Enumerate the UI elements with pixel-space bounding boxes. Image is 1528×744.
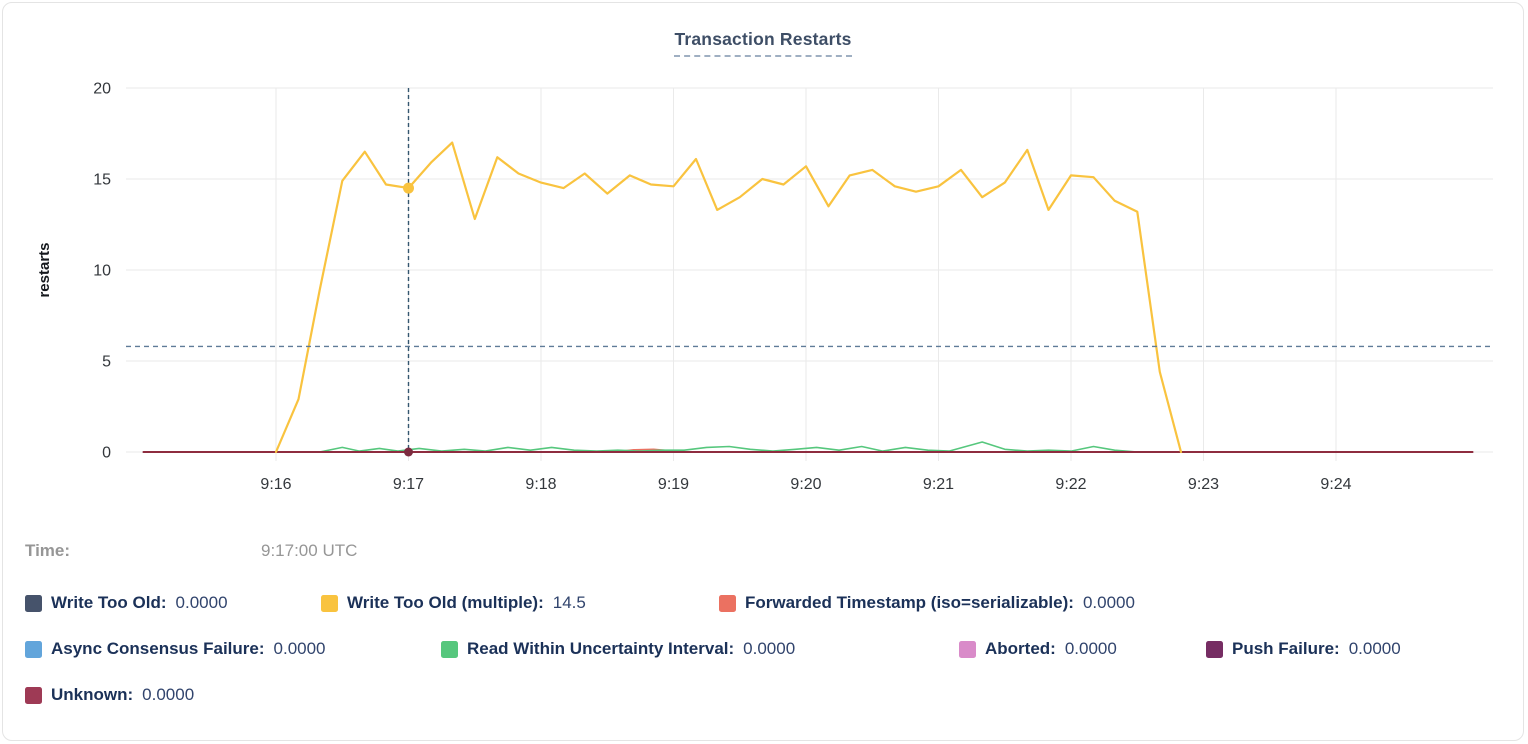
svg-text:0: 0: [102, 445, 111, 462]
transaction-restarts-chart[interactable]: 0 5 10 15 20 9:16 9:17 9:18 9:19 9:20 9:21 9:22 9:23…: [3, 51, 1528, 563]
legend-item-forwarded-timestamp[interactable]: Forwarded Timestamp (iso=serializable): …: [719, 593, 1135, 613]
legend-row-2: Async Consensus Failure: 0.0000 Read Wit…: [3, 633, 1523, 679]
svg-text:15: 15: [93, 172, 111, 189]
svg-text:9:24: 9:24: [1320, 476, 1351, 493]
legend-swatch: [25, 686, 42, 704]
legend-item-push-failure[interactable]: Push Failure: 0.0000: [1206, 639, 1401, 659]
legend-item-read-within-uncertainty[interactable]: Read Within Uncertainty Interval: 0.0000: [441, 639, 795, 659]
legend-value: 14.5: [552, 593, 586, 612]
legend-item-aborted[interactable]: Aborted: 0.0000: [959, 639, 1117, 659]
legend-swatch: [719, 594, 736, 612]
svg-text:restarts: restarts: [36, 242, 53, 297]
legend-swatch: [441, 640, 458, 658]
legend-value: 0.0000: [1348, 639, 1401, 658]
legend-value: 0.0000: [273, 639, 326, 658]
time-value: 9:17:00 UTC: [261, 541, 358, 560]
svg-text:10: 10: [93, 263, 111, 280]
legend-item-unknown[interactable]: Unknown: 0.0000: [25, 685, 194, 705]
chart-title[interactable]: Transaction Restarts: [674, 29, 852, 57]
legend-label: Write Too Old:: [51, 593, 167, 612]
legend-swatch: [959, 640, 976, 658]
legend-row-1: Write Too Old: 0.0000 Write Too Old (mul…: [3, 587, 1523, 633]
legend-value: 0.0000: [175, 593, 228, 612]
legend-label: Async Consensus Failure:: [51, 639, 265, 658]
svg-text:9:18: 9:18: [525, 476, 556, 493]
legend-item-write-too-old-multiple[interactable]: Write Too Old (multiple): 14.5: [321, 593, 586, 613]
legend-value: 0.0000: [142, 685, 195, 704]
legend-label: Read Within Uncertainty Interval:: [467, 639, 735, 658]
legend-item-async-consensus-failure[interactable]: Async Consensus Failure: 0.0000: [25, 639, 326, 659]
svg-text:9:17: 9:17: [393, 476, 424, 493]
chart-header: Transaction Restarts: [3, 29, 1523, 57]
legend-item-write-too-old[interactable]: Write Too Old: 0.0000: [25, 593, 228, 613]
svg-text:9:16: 9:16: [260, 476, 291, 493]
legend-label: Forwarded Timestamp (iso=serializable):: [745, 593, 1074, 612]
legend-value: 0.0000: [743, 639, 796, 658]
legend-label: Unknown:: [51, 685, 134, 704]
legend-label: Write Too Old (multiple):: [347, 593, 544, 612]
legend-value: 0.0000: [1082, 593, 1135, 612]
legend-swatch: [1206, 640, 1223, 658]
svg-text:9:19: 9:19: [658, 476, 689, 493]
legend-swatch: [25, 594, 42, 612]
legend-row-3: Unknown: 0.0000: [3, 679, 1523, 725]
legend-label: Aborted:: [985, 639, 1056, 658]
chart-legend: Write Too Old: 0.0000 Write Too Old (mul…: [3, 587, 1523, 725]
time-label: Time:: [25, 541, 71, 560]
svg-text:20: 20: [93, 81, 111, 98]
svg-text:9:23: 9:23: [1188, 476, 1219, 493]
svg-text:5: 5: [102, 354, 111, 371]
legend-label: Push Failure:: [1232, 639, 1340, 658]
legend-value: 0.0000: [1064, 639, 1117, 658]
svg-text:9:22: 9:22: [1055, 476, 1086, 493]
cursor-time-row: Time: 9:17:00 UTC: [3, 541, 1523, 565]
svg-text:9:20: 9:20: [790, 476, 821, 493]
legend-swatch: [321, 594, 338, 612]
svg-text:9:21: 9:21: [923, 476, 954, 493]
legend-swatch: [25, 640, 42, 658]
